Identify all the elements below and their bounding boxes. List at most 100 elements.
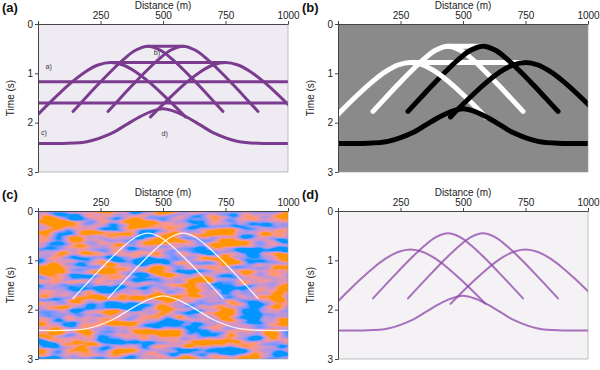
y-tick-mark: [335, 123, 338, 124]
x-tick-label: 250: [93, 10, 110, 21]
event-line: [73, 46, 223, 111]
x-tick: 1000: [577, 10, 600, 24]
y-tick: 2: [27, 304, 38, 315]
x-tick-label: 250: [393, 10, 410, 21]
x-axis: 250 500 750 1000: [39, 10, 301, 25]
y-axis-title: Time (s): [5, 80, 16, 116]
panel-title: (c): [2, 187, 18, 202]
x-tick-label: 1000: [577, 197, 600, 208]
annotation: b): [154, 49, 160, 57]
y-tick: 0: [327, 19, 338, 30]
x-tick: 750: [218, 10, 235, 24]
x-tick: 250: [393, 10, 410, 24]
y-tick-mark: [35, 310, 38, 311]
y-tick: 0: [27, 19, 38, 30]
x-tick-mark: [588, 21, 589, 24]
y-tick: 1: [327, 255, 338, 266]
y-tick: 2: [27, 117, 38, 128]
x-axis-line: [39, 21, 289, 25]
y-tick-label: 1: [327, 68, 333, 79]
y-tick-label: 1: [27, 255, 33, 266]
x-axis: 250 500 750 1000: [339, 197, 600, 212]
plot-area: [38, 46, 288, 143]
x-axis-title: Distance (m): [435, 187, 492, 198]
x-tick: 500: [155, 197, 172, 211]
panel: 25050075010000123(c)Distance (m)Time (s): [2, 187, 300, 365]
x-axis-line: [39, 208, 289, 212]
frame-line: [588, 211, 589, 359]
figure: 25050075010000123(a)Distance (m)Time (s)…: [0, 0, 600, 370]
x-axis-title: Distance (m): [135, 0, 192, 11]
x-tick-mark: [401, 208, 402, 211]
y-tick-mark: [35, 359, 38, 360]
y-tick-label: 3: [327, 167, 333, 178]
y-tick-label: 0: [327, 206, 333, 217]
frame-line: [288, 24, 289, 172]
y-tick-label: 0: [27, 206, 33, 217]
x-tick: 750: [218, 197, 235, 211]
x-tick-mark: [463, 208, 464, 211]
x-tick-label: 750: [218, 10, 235, 21]
x-tick-mark: [226, 21, 227, 24]
annotation: c): [41, 129, 47, 137]
x-tick-label: 250: [93, 197, 110, 208]
x-tick: 1000: [577, 197, 600, 211]
y-tick: 3: [27, 354, 38, 365]
x-tick: 500: [155, 10, 172, 24]
x-tick: 250: [93, 197, 110, 211]
y-axis-line: [35, 25, 39, 173]
y-axis-title: Time (s): [305, 267, 316, 303]
x-tick: 1000: [277, 10, 300, 24]
event-line: [408, 233, 558, 298]
x-tick: 250: [393, 197, 410, 211]
event-line: [151, 62, 289, 116]
panel: 25050075010000123(a)Distance (m)Time (s)…: [2, 0, 301, 178]
y-tick-label: 1: [27, 68, 33, 79]
y-tick-label: 0: [327, 19, 333, 30]
x-tick-label: 250: [393, 197, 410, 208]
y-tick-mark: [335, 211, 338, 212]
x-tick: 750: [518, 197, 535, 211]
x-tick-label: 750: [518, 197, 535, 208]
y-tick-mark: [335, 359, 338, 360]
y-tick-label: 2: [327, 304, 333, 315]
x-tick-label: 500: [455, 197, 472, 208]
event-line: [108, 233, 258, 298]
y-tick: 0: [327, 206, 338, 217]
x-tick: 500: [455, 10, 472, 24]
y-tick: 2: [327, 117, 338, 128]
x-tick-mark: [226, 208, 227, 211]
y-axis: 0123: [327, 206, 338, 365]
x-tick-mark: [526, 208, 527, 211]
event-line: [408, 46, 558, 111]
y-tick-label: 3: [27, 354, 33, 365]
y-tick: 0: [27, 206, 38, 217]
y-axis-line: [35, 212, 39, 360]
annotation: d): [162, 130, 168, 138]
x-axis: 2505007501000: [339, 10, 600, 25]
x-axis-title: Distance (m): [435, 0, 492, 11]
y-tick-mark: [35, 73, 38, 74]
x-tick-mark: [588, 208, 589, 211]
panel: 25050075010000123(b)Distance (m)Time (s): [302, 0, 600, 178]
y-tick-label: 2: [27, 304, 33, 315]
y-tick-label: 1: [327, 255, 333, 266]
x-tick-mark: [288, 21, 289, 24]
panel: 25050075010000123(d)Distance (m)Time (s): [302, 187, 600, 365]
y-tick-mark: [335, 260, 338, 261]
annotation: a): [46, 63, 52, 71]
panel-title: (a): [2, 0, 18, 15]
y-tick-mark: [35, 24, 38, 25]
y-tick: 2: [327, 304, 338, 315]
event-line: [38, 109, 288, 144]
event-line: [108, 46, 258, 111]
y-tick-mark: [335, 24, 338, 25]
x-tick-mark: [163, 208, 164, 211]
y-tick-mark: [335, 73, 338, 74]
panel-title: (b): [302, 0, 319, 15]
y-tick: 1: [327, 68, 338, 79]
event-line: [373, 233, 523, 298]
panel-title: (d): [302, 187, 319, 202]
x-tick-label: 750: [218, 197, 235, 208]
y-tick-label: 2: [27, 117, 33, 128]
